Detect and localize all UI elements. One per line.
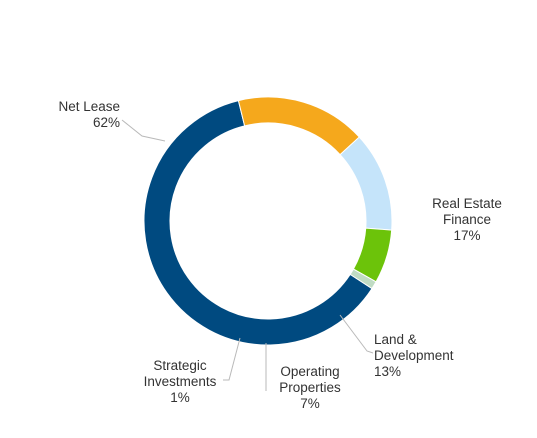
slice-name-label: Strategic [153, 358, 207, 373]
slice-net-lease [143, 99, 373, 346]
leader-line-land-development [339, 314, 374, 354]
slice-name-label: Development [374, 348, 454, 363]
slice-labels-group: Net Lease 62% Real Estate Finance 17% Land & D… [58, 99, 501, 411]
leader-line-net-lease [121, 119, 166, 142]
slice-real-estate-finance [237, 96, 360, 156]
slice-label-land-development: Land & Development 13% [374, 332, 454, 379]
slice-label-strategic-investments: Strategic Investments 1% [144, 358, 217, 405]
slice-name-label: Operating [280, 364, 339, 379]
leader-lines-group [121, 119, 374, 391]
slice-label-operating-properties: Operating Properties 7% [279, 364, 341, 411]
slice-percent-label: 7% [300, 396, 320, 411]
slice-name-label: Properties [279, 380, 341, 395]
slice-percent-label: 1% [170, 390, 190, 405]
slice-percent-label: 13% [374, 364, 401, 379]
slice-label-net-lease: Net Lease 62% [58, 99, 120, 130]
slice-name-label: Investments [144, 374, 217, 389]
slice-strategic-investments [349, 268, 377, 290]
slice-name-label: Real Estate [432, 196, 502, 211]
slice-land-development [339, 136, 393, 231]
slice-percent-label: 17% [453, 228, 480, 243]
slice-percent-label: 62% [93, 115, 120, 130]
slice-name-label: Land & [374, 332, 417, 347]
leader-line-strategic-investments [223, 337, 241, 381]
slice-name-label: Finance [443, 212, 491, 227]
slice-name-label: Net Lease [58, 99, 120, 114]
slices-group [143, 96, 393, 346]
slice-label-real-estate-finance: Real Estate Finance 17% [432, 196, 502, 243]
